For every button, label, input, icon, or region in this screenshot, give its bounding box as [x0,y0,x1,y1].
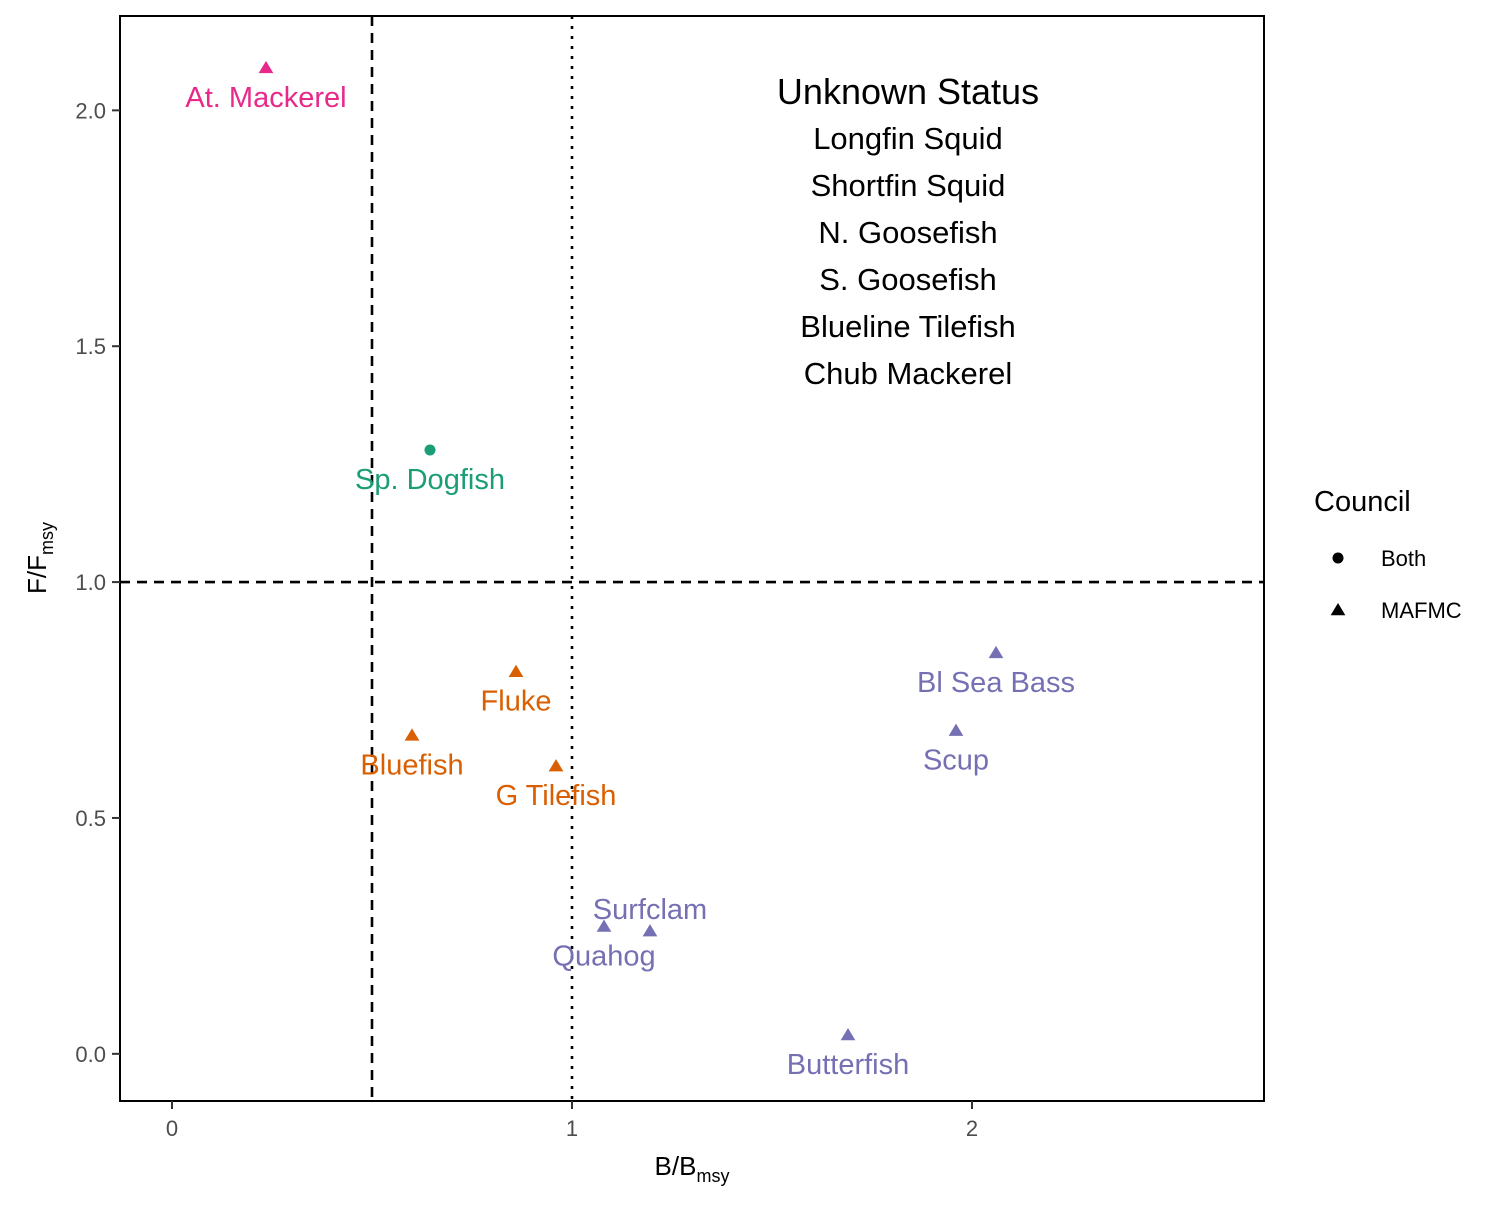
x-tick-label: 1 [566,1116,578,1141]
point-label-sp-dogfish: Sp. Dogfish [355,464,505,496]
unknown-status-item: Blueline Tilefish [800,309,1015,344]
data-points [258,60,1004,1041]
legend: Council Both MAFMC [1314,486,1462,623]
point-quahog [596,919,612,932]
y-tick-label: 0.5 [75,806,106,831]
plot-background [120,16,1264,1101]
legend-title: Council [1314,486,1411,518]
legend-key-triangle [1330,603,1346,616]
x-axis-title: B/Bmsy [655,1151,730,1186]
point-surfclam [642,924,658,937]
point-label-fluke: Fluke [481,686,552,718]
point-label-at-mackerel: At. Mackerel [185,82,346,114]
unknown-status-item: Longfin Squid [813,121,1003,156]
point-label-butterfish: Butterfish [787,1049,910,1081]
plot-panel-border [119,15,1265,1102]
legend-label: MAFMC [1381,598,1462,623]
y-tick-label: 1.5 [75,334,106,359]
point-sp-dogfish [424,444,436,456]
point-label-scup: Scup [923,745,989,777]
point-bluefish [404,728,420,741]
point-butterfish [840,1027,856,1041]
x-tick-label: 2 [966,1116,978,1141]
y-axis: 0.0 0.5 1.0 1.5 2.0 [75,98,120,1067]
unknown-status-item: Chub Mackerel [804,356,1012,391]
point-label-bl-sea-bass: Bl Sea Bass [917,667,1075,699]
y-tick-label: 0.0 [75,1042,106,1067]
legend-key-circle [1332,552,1344,564]
point-g-tilefish [548,759,564,772]
point-bl-sea-bass [988,645,1004,659]
y-tick-label: 1.0 [75,570,106,595]
y-axis-title: F/Fmsy [22,522,57,594]
point-label-surfclam: Surfclam [593,894,707,926]
point-at-mackerel [258,60,274,74]
point-scup [948,723,964,736]
point-label-quahog: Quahog [552,940,655,972]
point-labels: At. Mackerel Sp. Dogfish Fluke Bluefish G Ti… [185,82,1075,1081]
reference-lines [120,16,1264,1101]
unknown-status-item: N. Goosefish [818,215,997,250]
legend-label: Both [1381,546,1426,571]
y-tick-label: 2.0 [75,98,106,123]
x-axis: 0 1 2 [166,1101,978,1141]
x-tick-label: 0 [166,1116,178,1141]
unknown-status-annotation: Unknown Status Longfin Squid Shortfin Squ… [777,71,1039,391]
unknown-status-item: S. Goosefish [819,262,996,297]
point-label-g-tilefish: G Tilefish [496,780,617,812]
point-label-bluefish: Bluefish [360,749,463,781]
point-fluke [508,664,524,677]
unknown-status-item: Shortfin Squid [811,168,1006,203]
unknown-status-title: Unknown Status [777,71,1039,112]
